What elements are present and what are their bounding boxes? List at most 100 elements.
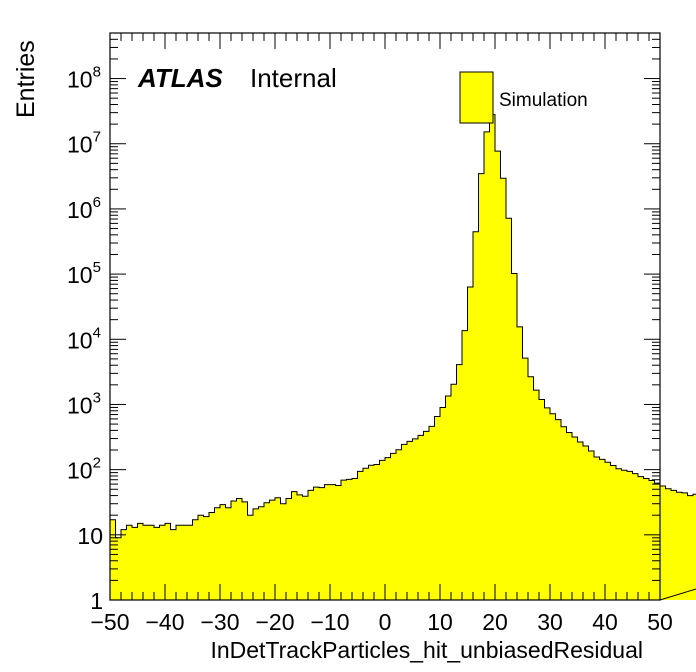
histogram-bar [462, 330, 468, 600]
histogram-bar [137, 523, 144, 600]
histogram-bar [148, 525, 155, 600]
histogram-bar [506, 218, 512, 600]
histogram-bar [605, 462, 611, 600]
histogram-bar [297, 494, 303, 600]
legend: Simulation [459, 71, 588, 124]
histogram-bar [539, 399, 545, 600]
histogram-bar [566, 432, 573, 600]
histogram-bar [154, 527, 160, 600]
histogram-bar [693, 494, 696, 600]
histogram-bar [643, 478, 650, 600]
histogram-bar [214, 507, 221, 600]
histogram-bar [165, 523, 171, 600]
histogram-bar [517, 326, 523, 600]
x-tick-label: 50 [647, 609, 673, 635]
histogram-bar [176, 525, 182, 600]
histogram-bar [363, 468, 369, 600]
histogram-bar [671, 490, 677, 600]
histogram-bar [621, 470, 628, 600]
histogram-bar [649, 480, 655, 600]
x-tick-label: −40 [145, 609, 184, 635]
x-tick-label: −50 [90, 609, 129, 635]
histogram-bar [132, 527, 138, 600]
histogram-bar [159, 525, 166, 600]
x-tick-label: −30 [200, 609, 239, 635]
histogram-bar [220, 504, 226, 600]
legend-label: Simulation [499, 90, 588, 111]
histogram-bar [467, 286, 474, 600]
histogram-bars [110, 114, 696, 601]
histogram-bar [121, 529, 127, 600]
y-axis-title: Entries [12, 40, 40, 118]
histogram-bar [368, 465, 375, 600]
histogram-bar [451, 384, 457, 600]
atlas-label: ATLAS [137, 63, 223, 93]
histogram-bar [412, 438, 419, 600]
histogram-bar [286, 498, 292, 600]
histogram-bar [440, 407, 446, 600]
histogram-bar [231, 501, 237, 600]
x-axis-title: InDetTrackParticles_hit_unbiasedResidual [210, 637, 643, 663]
y-tick-label: 103 [67, 389, 101, 418]
histogram-bar [352, 478, 358, 600]
y-tick-label: 105 [67, 259, 101, 288]
histogram-bar [242, 501, 248, 600]
histogram-bar [528, 376, 534, 600]
histogram-bar [357, 471, 364, 600]
histogram-bar [429, 426, 435, 600]
histogram-bar [374, 464, 380, 600]
histogram-bar [302, 496, 309, 600]
histogram-bar [209, 512, 215, 600]
histogram-bar [203, 516, 210, 600]
histogram-bar [676, 492, 683, 600]
histogram-bar [236, 498, 243, 600]
histogram-bar [390, 453, 397, 600]
histogram-bar [495, 151, 501, 600]
histogram-bar [324, 484, 331, 600]
histogram-bar [396, 449, 402, 600]
x-tick-label: 20 [482, 609, 508, 635]
histogram-bar [192, 519, 199, 600]
histogram-bar [247, 515, 254, 600]
histogram-bar [638, 476, 644, 600]
x-axis-ticks: −50 −40 −30 −20 −10 0 10 20 30 40 50 [90, 33, 673, 635]
y-tick-label: 10 [77, 523, 103, 549]
histogram-bar [253, 508, 259, 600]
histogram-bar [533, 390, 540, 600]
y-tick-label: 1 [90, 588, 103, 614]
histogram-bar [500, 178, 507, 601]
histogram-bar [682, 492, 688, 600]
histogram-bar [269, 500, 276, 600]
histogram-bar [522, 358, 529, 600]
histogram-bar [379, 460, 386, 600]
x-tick-label: −10 [310, 609, 349, 635]
histogram-bar [346, 479, 353, 600]
histogram-bar [264, 502, 270, 600]
histogram-bar [313, 487, 320, 600]
legend-swatch [459, 71, 494, 124]
histogram-bar [110, 519, 116, 600]
histogram-bar [511, 273, 518, 600]
y-tick-label: 104 [67, 324, 101, 353]
histogram-bar [225, 507, 232, 600]
histogram-bar [473, 231, 479, 600]
histogram-bar [484, 131, 490, 600]
histogram-bar [258, 506, 265, 600]
histogram-bar [616, 468, 622, 600]
histogram-bar [187, 525, 193, 600]
histogram-bar [385, 457, 391, 600]
histogram-bar [407, 441, 413, 600]
histogram-bar [561, 426, 567, 600]
histogram-bar [126, 525, 133, 600]
histogram-bar [489, 114, 496, 601]
histogram-bar [445, 395, 452, 600]
histogram-bar [583, 446, 589, 600]
histogram-bar [308, 490, 314, 600]
histogram-bar [401, 444, 408, 600]
histogram-bar [143, 525, 149, 600]
histogram-bar [594, 457, 600, 600]
histogram-bar [335, 485, 342, 600]
x-tick-label: 0 [379, 609, 392, 635]
histogram-bar [319, 487, 325, 600]
